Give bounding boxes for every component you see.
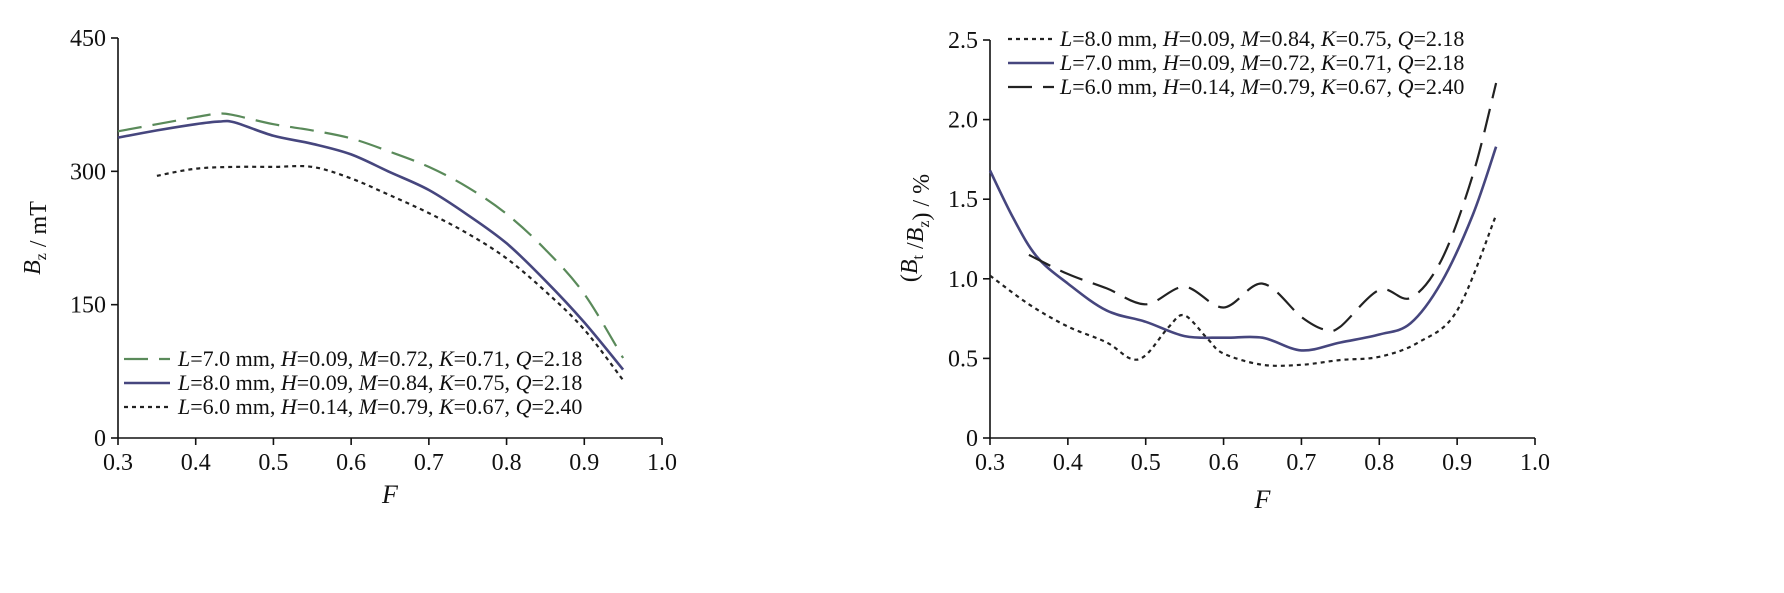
y-axis-label: Bz / mT: [20, 201, 52, 275]
legend-entry: L=7.0 mm, H=0.09, M=0.72, K=0.71, Q=2.18: [1059, 50, 1464, 75]
legend-entry: L=8.0 mm, H=0.09, M=0.84, K=0.75, Q=2.18: [177, 370, 582, 395]
x-axis-label: F: [381, 480, 399, 509]
x-tick-label: 0.7: [414, 450, 444, 476]
x-tick-label: 1.0: [647, 450, 677, 476]
y-tick-label: 450: [70, 26, 106, 52]
legend-entry: L=6.0 mm, H=0.14, M=0.79, K=0.67, Q=2.40: [1059, 74, 1464, 99]
y-tick-label: 300: [70, 159, 106, 185]
x-tick-label: 0.4: [181, 450, 211, 476]
x-tick-label: 0.8: [1364, 450, 1394, 476]
chart-panel-2: 0.3 0.4 0.5 0.6 0.7 0.8 0.9 1.0 0 0.5 1.0 1.5 2.0 2.5…: [897, 26, 1550, 514]
x-tick-label: 0.6: [336, 450, 366, 476]
x-tick-label: 0.9: [1442, 450, 1472, 476]
y-tick-label: 2.0: [948, 108, 978, 134]
series-line-3: [1028, 82, 1498, 333]
y-tick-label: 2.5: [948, 28, 978, 54]
series-line-2: [988, 146, 1498, 352]
chart-panel-1: 0.3 0.4 0.5 0.6 0.7 0.8 0.9 1.0 0 150 300 450 F Bz / …: [20, 26, 677, 509]
x-tick-label: 0.6: [1209, 450, 1239, 476]
y-tick-label: 0: [966, 426, 978, 452]
x-tick-label: 0.3: [103, 450, 133, 476]
x-tick-label: 0.5: [1131, 450, 1161, 476]
x-tick-label: 0.3: [975, 450, 1005, 476]
y-tick-label: 1.0: [948, 267, 978, 293]
series-line-1: [989, 214, 1498, 367]
y-tick-label: 1.5: [948, 187, 978, 213]
legend-entry: L=6.0 mm, H=0.14, M=0.79, K=0.67, Q=2.40: [177, 394, 582, 419]
y-tick-label: 0: [94, 426, 106, 452]
x-tick-label: 0.5: [258, 450, 288, 476]
x-tick-label: 0.4: [1053, 450, 1083, 476]
y-axis-label: (Bt /Bz) / %: [897, 174, 935, 282]
x-tick-label: 0.7: [1286, 450, 1316, 476]
y-tick-label: 150: [70, 293, 106, 319]
x-tick-label: 0.8: [492, 450, 522, 476]
legend-entry: L=7.0 mm, H=0.09, M=0.72, K=0.71, Q=2.18: [177, 346, 582, 371]
legend-entry: L=8.0 mm, H=0.09, M=0.84, K=0.75, Q=2.18: [1059, 26, 1464, 51]
series-line-2: [117, 119, 625, 371]
x-axis-label: F: [1254, 485, 1272, 514]
x-tick-label: 0.9: [569, 450, 599, 476]
x-tick-label: 1.0: [1520, 450, 1550, 476]
series-line-1: [117, 112, 625, 359]
y-tick-label: 0.5: [948, 346, 978, 372]
